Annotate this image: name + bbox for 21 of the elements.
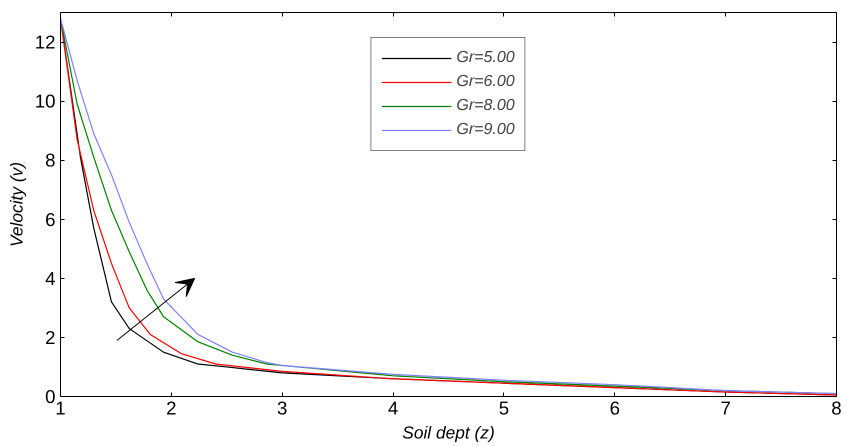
legend-label: Gr=8.00	[456, 97, 515, 115]
y-tick-label: 2	[45, 326, 56, 348]
x-tick-label: 7	[720, 398, 731, 418]
x-tick-label: 5	[498, 398, 510, 418]
y-tick-label: 10	[34, 90, 56, 112]
y-axis-title: Velocity (v)	[6, 162, 27, 248]
x-tick-label: 3	[277, 398, 288, 418]
x-tick-label: 8	[831, 398, 842, 418]
y-tick-label: 6	[45, 208, 56, 230]
x-tick-label: 1	[55, 398, 66, 418]
legend-label: Gr=5.00	[456, 49, 515, 67]
y-tick-label: 8	[45, 150, 56, 171]
y-tick-label: 12	[34, 32, 56, 53]
x-axis-title: Soil dept (z)	[402, 422, 495, 442]
y-tick-label: 4	[45, 268, 56, 289]
legend-label: Gr=6.00	[456, 73, 515, 91]
x-tick-label: 6	[610, 398, 620, 418]
y-tick-label: 0	[45, 386, 56, 407]
x-tick-label: 2	[166, 398, 177, 418]
legend-label: Gr=9.00	[456, 121, 515, 139]
x-tick-label: 4	[388, 398, 398, 418]
